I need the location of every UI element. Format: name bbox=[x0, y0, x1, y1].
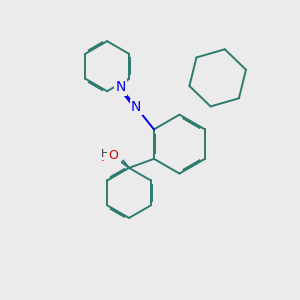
Text: N: N bbox=[131, 100, 142, 114]
Text: N: N bbox=[115, 80, 126, 94]
Text: H: H bbox=[101, 149, 109, 159]
Text: HO: HO bbox=[101, 151, 120, 164]
Text: O: O bbox=[108, 149, 118, 162]
